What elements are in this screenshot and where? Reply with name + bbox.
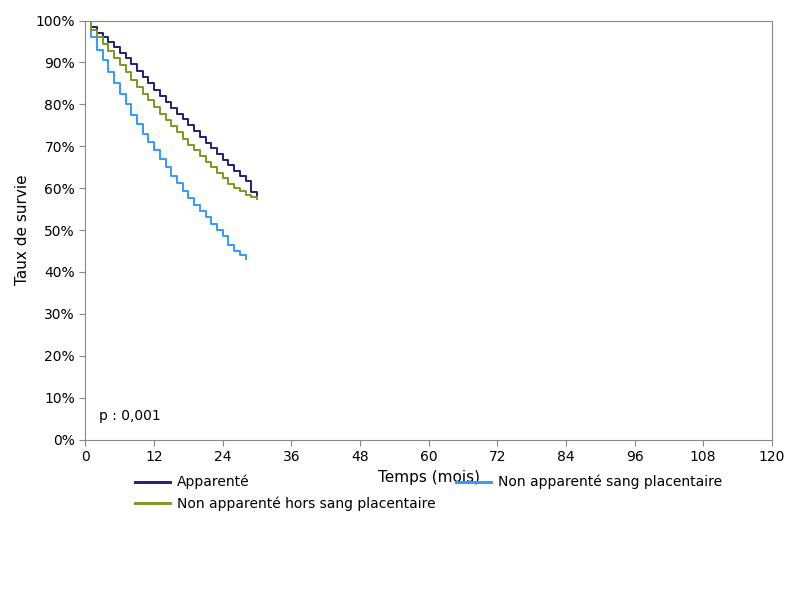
Non apparenté sang placentaire xyxy=(143,139,153,146)
Non apparenté hors sang placentaire xyxy=(206,164,216,171)
Apparenté xyxy=(143,80,153,87)
Apparenté xyxy=(190,128,199,135)
Non apparenté hors sang placentaire xyxy=(195,152,205,160)
Apparenté xyxy=(110,44,119,51)
Non apparenté hors sang placentaire xyxy=(132,83,142,91)
Non apparenté sang placentaire xyxy=(161,164,170,171)
Apparenté xyxy=(235,172,245,179)
Apparenté xyxy=(212,150,222,157)
Non apparenté hors sang placentaire xyxy=(230,185,239,192)
Non apparenté hors sang placentaire xyxy=(121,69,130,76)
Apparenté xyxy=(161,98,170,106)
Non apparenté sang placentaire xyxy=(195,208,205,215)
Apparenté xyxy=(172,110,182,117)
Non apparenté sang placentaire xyxy=(241,255,250,262)
Non apparenté hors sang placentaire xyxy=(224,180,234,187)
Apparenté xyxy=(150,86,159,94)
Non apparenté hors sang placentaire xyxy=(246,194,256,201)
Non apparenté sang placentaire xyxy=(81,17,90,24)
Non apparenté sang placentaire xyxy=(218,233,227,240)
Line: Apparenté: Apparenté xyxy=(86,20,257,196)
Non apparenté hors sang placentaire xyxy=(201,158,210,166)
Apparenté xyxy=(103,38,113,46)
Non apparenté hors sang placentaire xyxy=(86,26,96,34)
Apparenté xyxy=(138,73,147,80)
Non apparenté sang placentaire xyxy=(115,90,125,97)
Non apparenté sang placentaire xyxy=(126,111,136,118)
Non apparenté hors sang placentaire xyxy=(138,90,147,97)
Non apparenté sang placentaire xyxy=(98,57,107,64)
Non apparenté hors sang placentaire xyxy=(241,191,250,199)
Apparenté xyxy=(246,189,256,196)
Apparenté xyxy=(121,55,130,62)
Non apparenté sang placentaire xyxy=(138,130,147,137)
Non apparenté sang placentaire xyxy=(224,241,234,248)
Non apparenté hors sang placentaire xyxy=(172,129,182,136)
Apparenté xyxy=(126,61,136,68)
Apparenté xyxy=(92,29,102,37)
Non apparenté sang placentaire xyxy=(103,68,113,75)
Non apparenté sang placentaire xyxy=(206,220,216,227)
Apparenté xyxy=(252,193,262,200)
Non apparenté sang placentaire xyxy=(184,194,194,202)
Non apparenté hors sang placentaire xyxy=(178,135,187,142)
Non apparenté sang placentaire xyxy=(201,214,210,221)
X-axis label: Temps (mois): Temps (mois) xyxy=(378,470,480,485)
Non apparenté sang placentaire xyxy=(166,172,176,179)
Non apparenté sang placentaire xyxy=(155,155,165,163)
Non apparenté hors sang placentaire xyxy=(235,188,245,195)
Non apparenté hors sang placentaire xyxy=(161,116,170,124)
Apparenté xyxy=(166,104,176,111)
Apparenté xyxy=(230,167,239,174)
Non apparenté hors sang placentaire xyxy=(143,97,153,104)
Apparenté xyxy=(195,133,205,140)
Apparenté xyxy=(178,116,187,123)
Y-axis label: Taux de survie: Taux de survie xyxy=(15,175,30,286)
Line: Non apparenté hors sang placentaire: Non apparenté hors sang placentaire xyxy=(86,20,257,199)
Apparenté xyxy=(155,92,165,100)
Apparenté xyxy=(218,156,227,163)
Non apparenté hors sang placentaire xyxy=(155,110,165,117)
Apparenté xyxy=(206,145,216,152)
Non apparenté hors sang placentaire xyxy=(92,34,102,41)
Non apparenté hors sang placentaire xyxy=(166,122,176,130)
Non apparenté sang placentaire xyxy=(121,101,130,108)
Non apparenté sang placentaire xyxy=(178,187,187,194)
Apparenté xyxy=(81,17,90,24)
Non apparenté sang placentaire xyxy=(212,226,222,233)
Apparenté xyxy=(184,122,194,129)
Non apparenté sang placentaire xyxy=(150,147,159,154)
Non apparenté hors sang placentaire xyxy=(110,55,119,62)
Apparenté xyxy=(115,50,125,57)
Non apparenté sang placentaire xyxy=(172,179,182,187)
Apparenté xyxy=(86,23,96,31)
Non apparenté hors sang placentaire xyxy=(98,40,107,47)
Non apparenté sang placentaire xyxy=(110,79,119,86)
Non apparenté sang placentaire xyxy=(92,46,102,53)
Non apparenté sang placentaire xyxy=(190,201,199,208)
Non apparenté hors sang placentaire xyxy=(103,47,113,54)
Non apparenté hors sang placentaire xyxy=(115,62,125,69)
Non apparenté hors sang placentaire xyxy=(218,175,227,182)
Non apparenté hors sang placentaire xyxy=(126,76,136,83)
Non apparenté hors sang placentaire xyxy=(184,141,194,148)
Non apparenté hors sang placentaire xyxy=(252,196,262,203)
Non apparenté hors sang placentaire xyxy=(150,103,159,110)
Non apparenté sang placentaire xyxy=(86,34,96,41)
Apparenté xyxy=(132,67,142,74)
Non apparenté hors sang placentaire xyxy=(190,147,199,154)
Apparenté xyxy=(201,139,210,146)
Legend: Apparenté, Non apparenté hors sang placentaire, Non apparenté sang placentaire: Apparenté, Non apparenté hors sang place… xyxy=(130,469,728,517)
Non apparenté sang placentaire xyxy=(235,251,245,259)
Non apparenté hors sang placentaire xyxy=(81,17,90,24)
Apparenté xyxy=(241,177,250,184)
Apparenté xyxy=(224,161,234,169)
Non apparenté sang placentaire xyxy=(132,121,142,128)
Non apparenté sang placentaire xyxy=(230,247,239,254)
Non apparenté hors sang placentaire xyxy=(212,169,222,176)
Line: Non apparenté sang placentaire: Non apparenté sang placentaire xyxy=(86,20,246,259)
Text: p : 0,001: p : 0,001 xyxy=(99,409,161,423)
Apparenté xyxy=(98,34,107,41)
